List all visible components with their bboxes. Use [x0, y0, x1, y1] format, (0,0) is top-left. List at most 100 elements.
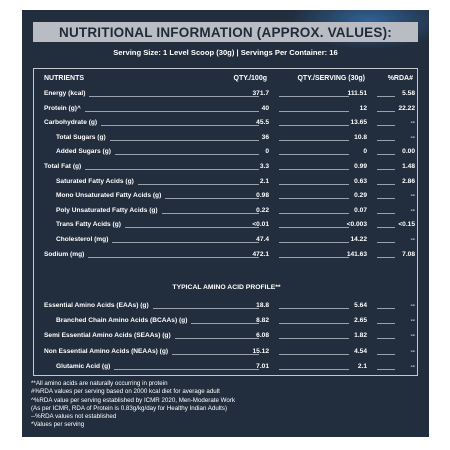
leader-line	[377, 212, 395, 214]
leader-line	[89, 96, 259, 97]
table-row: Protein (g)^ 40 12 22.22	[34, 104, 419, 114]
qty-per-100g: 6.08	[256, 332, 269, 340]
nutrition-panel: NUTRITIONAL INFORMATION (APPROX. VALUES)…	[22, 10, 429, 437]
leader-line	[115, 154, 259, 156]
leader-line	[138, 183, 259, 185]
row-label: Essential Amino Acids (EAAs) (g)	[44, 302, 149, 309]
qty-per-100g: 7.01	[256, 362, 269, 370]
header-qty-serving: QTY./SERVING (30g)	[297, 75, 365, 82]
qty-per-100g: 45.5	[256, 119, 269, 127]
table-row: Carbohydrate (g) 45.5 13.65 --	[34, 118, 419, 128]
leader-line	[279, 139, 349, 141]
leader-line	[279, 110, 349, 112]
leader-line	[377, 242, 395, 243]
table-row: Sodium (mg) 472.1 141.63 7.08	[34, 250, 419, 260]
leader-line	[279, 242, 349, 243]
leader-line	[165, 198, 259, 200]
table-row: Total Sugars (g) 36 10.8 --	[34, 133, 419, 143]
header-rda: %RDA#	[387, 75, 413, 82]
footnote-line: *Values per serving	[31, 421, 85, 429]
qty-per-100g: 0.98	[256, 192, 269, 200]
leader-line	[172, 353, 259, 355]
rda-percent: --	[410, 236, 415, 243]
rda-percent: --	[410, 362, 415, 370]
leader-line	[279, 256, 349, 258]
qty-per-100g: 47.4	[256, 236, 269, 243]
nutrition-table: NUTRIENTS QTY./100g QTY./SERVING (30g) %…	[33, 68, 418, 376]
qty-per-100g: 8.82	[256, 317, 269, 325]
qty-per-100g: 0	[265, 148, 269, 156]
leader-line	[279, 96, 349, 97]
leader-line	[279, 308, 349, 309]
leader-line	[377, 125, 395, 127]
qty-per-serving: 14.22	[350, 236, 367, 243]
leader-line	[279, 212, 349, 214]
qty-per-100g: <0.01	[252, 221, 269, 229]
rda-percent: --	[410, 347, 415, 355]
rda-percent: --	[410, 133, 415, 141]
qty-per-serving: 4.54	[354, 347, 367, 355]
table-row: Mono Unsaturated Fatty Acids (g) 0.98 0.29…	[34, 191, 419, 201]
footnote-line: ^%RDA value per serving established by I…	[31, 396, 235, 404]
leader-line	[377, 183, 395, 185]
leader-line	[114, 368, 259, 370]
qty-per-100g: 2.1	[259, 177, 269, 185]
rda-percent: --	[410, 332, 415, 340]
row-label: Sodium (mg)	[44, 250, 85, 258]
title-bar: NUTRITIONAL INFORMATION (APPROX. VALUES)…	[33, 22, 418, 42]
header-qty-100g: QTY./100g	[233, 75, 267, 82]
row-label: Total Fat (g)	[44, 163, 82, 170]
leader-line	[85, 110, 259, 112]
leader-line	[377, 308, 395, 309]
qty-per-100g: 3.3	[259, 163, 269, 170]
leader-line	[175, 338, 259, 340]
qty-per-serving: 2.65	[354, 317, 367, 325]
table-row: Non Essential Amino Acids (NEAAs) (g) 15.…	[34, 347, 419, 357]
qty-per-serving: 141.63	[346, 250, 367, 258]
qty-per-serving: 111.51	[347, 90, 367, 97]
qty-per-serving: 0.29	[354, 192, 367, 200]
leader-line	[377, 139, 395, 141]
footnote-line: #%RDA values per serving based on 2000 k…	[31, 388, 220, 396]
leader-line	[279, 368, 349, 370]
leader-line	[191, 323, 259, 325]
table-row: Saturated Fatty Acids (g) 2.1 0.63 2.86	[34, 177, 419, 187]
footnotes: **All amino acids are naturally occurrin…	[31, 380, 421, 430]
table-row: Energy (kcal) 371.7 111.51 5.58	[34, 89, 419, 99]
row-label: Glutamic Acid (g)	[56, 362, 111, 370]
serving-info: Serving Size: 1 Level Scoop (30g) | Serv…	[113, 48, 338, 57]
leader-line	[279, 169, 349, 170]
table-row: Trans Fatty Acids (g) <0.01 <0.003 <0.15	[34, 220, 419, 230]
row-label: Protein (g)^	[44, 104, 81, 112]
rda-percent: --	[410, 206, 415, 214]
qty-per-serving: 0.63	[354, 177, 367, 185]
rda-percent: --	[410, 119, 415, 127]
leader-line	[377, 353, 395, 355]
qty-per-serving: <0.003	[346, 221, 367, 229]
leader-line	[279, 183, 349, 185]
qty-per-serving: 1.82	[354, 332, 367, 340]
qty-per-100g: 15.12	[252, 347, 269, 355]
row-label: Carbohydrate (g)	[44, 119, 98, 127]
qty-per-serving: 2.1	[357, 362, 367, 370]
leader-line	[377, 227, 395, 229]
row-label: Semi Essential Amino Acids (SEAAs) (g)	[44, 332, 171, 340]
row-label: Trans Fatty Acids (g)	[56, 221, 121, 229]
rda-percent: <0.15	[398, 221, 415, 229]
leader-line	[279, 227, 349, 229]
qty-per-100g: 0.22	[256, 206, 269, 214]
qty-per-serving: 12	[359, 104, 367, 112]
rda-percent: 2.86	[402, 177, 415, 185]
table-row: Added Sugars (g) 0 0 0.00	[34, 147, 419, 157]
leader-line	[279, 198, 349, 200]
rda-percent: 7.08	[402, 250, 415, 258]
table-row: Cholesterol (mg) 47.4 14.22 --	[34, 235, 419, 245]
rda-percent: 22.22	[398, 104, 415, 112]
leader-line	[377, 169, 395, 170]
qty-per-100g: 18.8	[256, 302, 269, 309]
rda-percent: --	[410, 192, 415, 200]
qty-per-serving: 0.07	[354, 206, 367, 214]
leader-line	[279, 323, 349, 325]
qty-per-100g: 36	[261, 133, 269, 141]
row-label: Total Sugars (g)	[56, 133, 106, 141]
